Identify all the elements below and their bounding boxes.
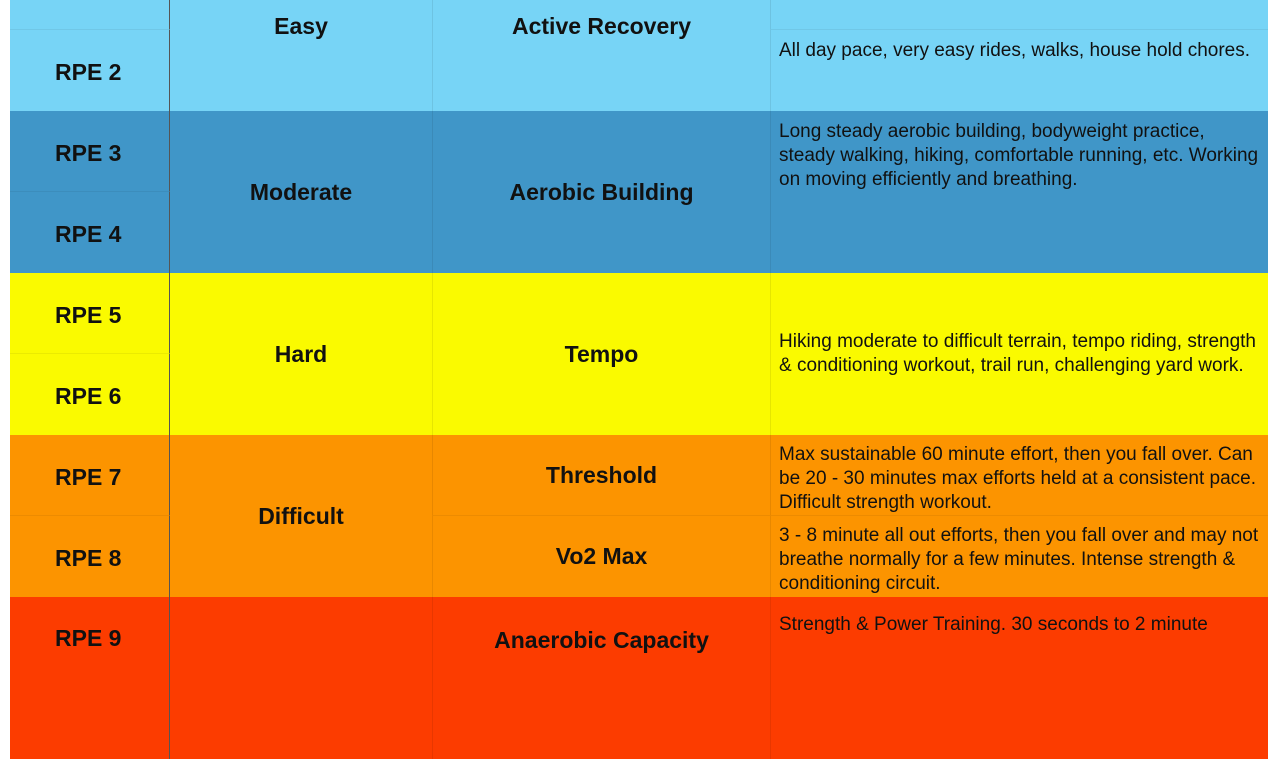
desc-top-spacer bbox=[770, 0, 1268, 30]
rpe-1-label: RPE 1 bbox=[10, 0, 170, 30]
effort-hard: Hard bbox=[170, 273, 432, 435]
desc-threshold: Max sustainable 60 minute effort, then y… bbox=[770, 435, 1268, 516]
zone-tempo: Tempo bbox=[432, 273, 770, 435]
rpe-7-label: RPE 7 bbox=[10, 435, 170, 516]
effort-max-cell bbox=[170, 597, 432, 759]
zone-active-recovery: Active Recovery bbox=[432, 0, 770, 111]
desc-anaerobic: Strength & Power Training. 30 seconds to… bbox=[770, 597, 1268, 759]
zone-threshold: Threshold bbox=[432, 435, 770, 516]
rpe-5-label: RPE 5 bbox=[10, 273, 170, 354]
zone-vo2max: Vo2 Max bbox=[432, 516, 770, 597]
zone-anaerobic-capacity: Anaerobic Capacity bbox=[432, 597, 770, 759]
desc-vo2max: 3 - 8 minute all out efforts, then you f… bbox=[770, 516, 1268, 597]
desc-aerobic-building: Long steady aerobic building, bodyweight… bbox=[770, 111, 1268, 273]
effort-easy: Easy bbox=[170, 0, 432, 111]
rpe-9-label: RPE 9 bbox=[10, 597, 170, 759]
effort-moderate: Moderate bbox=[170, 111, 432, 273]
desc-tempo: Hiking moderate to difficult terrain, te… bbox=[770, 273, 1268, 435]
zone-aerobic-building: Aerobic Building bbox=[432, 111, 770, 273]
rpe-table: RPE 1 RPE 2 RPE 3 RPE 4 RPE 5 RPE 6 RPE … bbox=[10, 0, 1268, 759]
rpe-4-label: RPE 4 bbox=[10, 192, 170, 273]
rpe-8-label: RPE 8 bbox=[10, 516, 170, 597]
rpe-3-label: RPE 3 bbox=[10, 111, 170, 192]
rpe-2-label: RPE 2 bbox=[10, 30, 170, 111]
desc-active-recovery: All day pace, very easy rides, walks, ho… bbox=[770, 30, 1268, 111]
rpe-6-label: RPE 6 bbox=[10, 354, 170, 435]
effort-difficult: Difficult bbox=[170, 435, 432, 597]
